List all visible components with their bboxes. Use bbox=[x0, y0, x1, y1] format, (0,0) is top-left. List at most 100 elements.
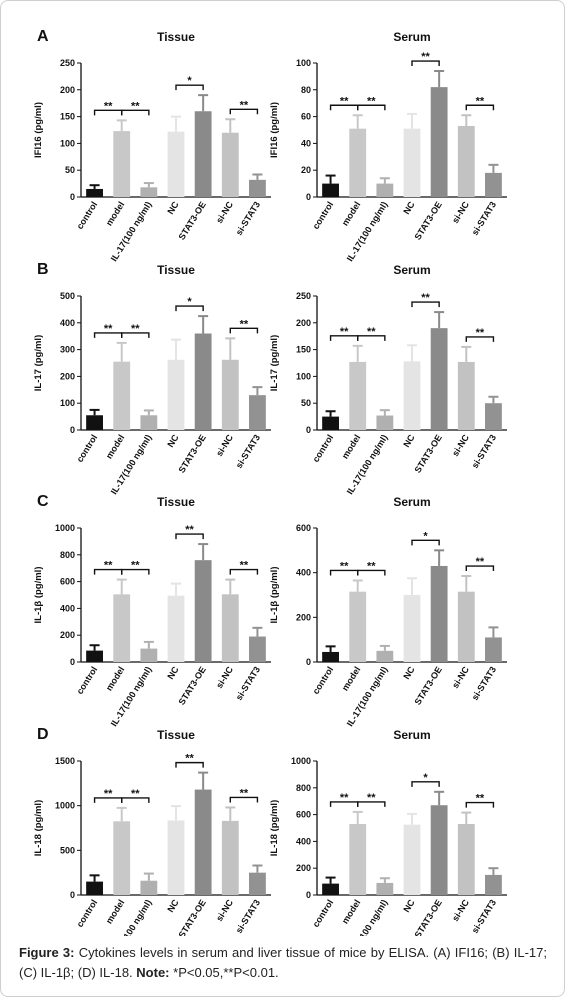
chart-title: Tissue bbox=[157, 728, 195, 742]
x-tick-label: model bbox=[104, 433, 127, 461]
y-tick-label: 0 bbox=[306, 890, 311, 900]
bar bbox=[457, 591, 475, 662]
bar bbox=[403, 595, 421, 662]
x-tick-label: si-STAT3 bbox=[234, 433, 262, 470]
bar bbox=[485, 172, 502, 197]
x-tick-label: si-NC bbox=[214, 199, 235, 225]
x-tick-label: STAT3-OE bbox=[176, 200, 207, 242]
chart-title: Serum bbox=[393, 263, 430, 277]
bar bbox=[221, 594, 239, 662]
bar bbox=[221, 820, 239, 895]
bar bbox=[430, 87, 448, 197]
y-tick-label: 0 bbox=[306, 425, 311, 435]
y-tick-label: 0 bbox=[306, 657, 311, 667]
significance-bracket bbox=[465, 565, 495, 572]
y-axis-label: IL-17 (pg/ml) bbox=[269, 335, 280, 391]
y-tick-label: 200 bbox=[296, 318, 311, 328]
y-tick-label: 200 bbox=[60, 85, 75, 95]
panel-letter: A bbox=[37, 28, 49, 45]
bar bbox=[221, 132, 239, 197]
x-tick-label: STAT3-OE bbox=[176, 433, 207, 475]
bar bbox=[376, 183, 394, 197]
x-tick-label: control bbox=[311, 898, 336, 929]
significance-bracket bbox=[465, 104, 495, 111]
chart-title: Serum bbox=[393, 728, 430, 742]
bar bbox=[194, 111, 212, 197]
bar bbox=[403, 128, 421, 197]
bar bbox=[113, 821, 131, 895]
bar bbox=[403, 824, 421, 895]
significance-label: ** bbox=[340, 792, 349, 804]
y-axis-label: IL-18 (pg/ml) bbox=[269, 800, 280, 856]
y-tick-label: 1500 bbox=[55, 756, 75, 766]
significance-bracket bbox=[175, 305, 204, 312]
significance-bracket bbox=[175, 533, 204, 540]
caption: Figure 3: Cytokines levels in serum and … bbox=[19, 943, 547, 983]
bar bbox=[485, 874, 502, 895]
significance-label: ** bbox=[131, 100, 140, 112]
significance-label: ** bbox=[131, 323, 140, 335]
significance-label: * bbox=[187, 75, 192, 87]
x-tick-label: STAT3-OE bbox=[412, 665, 443, 707]
bar bbox=[430, 328, 448, 430]
significance-label: ** bbox=[476, 95, 485, 107]
y-axis-label: IFI16 (pg/ml) bbox=[33, 102, 44, 158]
bar bbox=[485, 403, 502, 430]
bar bbox=[322, 416, 339, 430]
y-tick-label: 500 bbox=[60, 291, 75, 301]
significance-label: * bbox=[423, 530, 428, 542]
x-tick-label: control bbox=[75, 665, 100, 696]
significance-bracket bbox=[357, 801, 386, 807]
bar bbox=[349, 128, 367, 197]
caption-text: Cytokines levels in serum and liver tiss… bbox=[19, 945, 547, 980]
x-tick-label: si-STAT3 bbox=[234, 665, 262, 702]
significance-bracket bbox=[121, 109, 150, 116]
bar bbox=[86, 188, 103, 197]
x-tick-label: NC bbox=[401, 199, 417, 216]
x-tick-label: si-STAT3 bbox=[470, 898, 498, 935]
bar bbox=[485, 637, 502, 662]
bar bbox=[167, 820, 185, 895]
y-tick-label: 40 bbox=[301, 138, 311, 148]
y-tick-label: 0 bbox=[306, 192, 311, 202]
y-tick-label: 1000 bbox=[55, 801, 75, 811]
x-tick-label: NC bbox=[165, 432, 181, 449]
x-tick-label: control bbox=[75, 898, 100, 929]
significance-label: ** bbox=[367, 792, 376, 804]
y-tick-label: 400 bbox=[60, 318, 75, 328]
y-tick-label: 100 bbox=[296, 58, 311, 68]
y-axis-label: IL-1β (pg/ml) bbox=[269, 567, 280, 624]
bar bbox=[322, 651, 339, 662]
bar bbox=[167, 131, 185, 197]
significance-bracket bbox=[411, 539, 440, 546]
caption-label: Figure 3: bbox=[19, 945, 75, 960]
y-tick-label: 200 bbox=[296, 863, 311, 873]
significance-bracket bbox=[465, 801, 495, 808]
y-tick-label: 800 bbox=[296, 783, 311, 793]
y-tick-label: 50 bbox=[301, 398, 311, 408]
significance-label: ** bbox=[104, 100, 113, 112]
y-tick-label: 250 bbox=[60, 58, 75, 68]
significance-label: ** bbox=[131, 560, 140, 572]
x-tick-label: si-STAT3 bbox=[234, 898, 262, 935]
y-tick-label: 600 bbox=[296, 810, 311, 820]
x-tick-label: si-STAT3 bbox=[470, 665, 498, 702]
significance-bracket bbox=[175, 761, 204, 768]
y-tick-label: 80 bbox=[301, 85, 311, 95]
y-axis-label: IFI16 (pg/ml) bbox=[269, 102, 280, 158]
significance-label: ** bbox=[367, 560, 376, 572]
significance-bracket bbox=[121, 797, 150, 803]
significance-label: ** bbox=[104, 788, 113, 800]
bar bbox=[249, 636, 266, 662]
bar bbox=[194, 789, 212, 895]
chart-title: Tissue bbox=[157, 30, 195, 44]
significance-label: ** bbox=[340, 560, 349, 572]
bar bbox=[249, 179, 266, 197]
y-tick-label: 100 bbox=[60, 138, 75, 148]
significance-label: ** bbox=[240, 99, 249, 111]
y-tick-label: 0 bbox=[70, 425, 75, 435]
bar bbox=[113, 361, 131, 430]
x-tick-label: control bbox=[75, 200, 100, 231]
x-tick-label: model bbox=[104, 665, 127, 693]
